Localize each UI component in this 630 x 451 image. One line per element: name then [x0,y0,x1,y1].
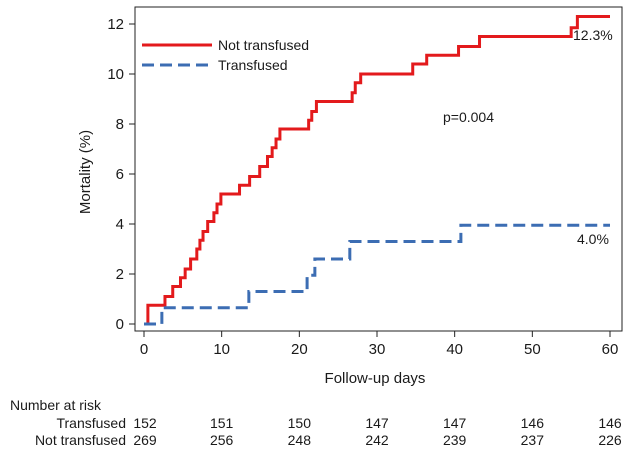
x-tick-label: 0 [140,341,148,358]
risk-value: 150 [288,415,312,431]
y-tick-label: 8 [116,116,124,133]
x-tick-label: 40 [446,341,463,358]
risk-value: 147 [443,415,467,431]
risk-value: 226 [598,432,622,448]
legend: Not transfused Transfused [142,37,309,73]
risk-row-label-not-transfused: Not transfused [35,432,126,448]
risk-values: 152 151 150 147 147 146 146 269 256 248 242 239 237 2… [133,415,622,448]
risk-value: 146 [598,415,622,431]
x-tick-label: 10 [213,341,230,358]
x-tick-label: 60 [602,341,619,358]
risk-value: 242 [365,432,389,448]
axis-ticks: 0 10 20 30 40 50 60 0 2 4 6 8 10 12 [107,16,618,358]
y-axis-label: Mortality (%) [77,130,94,214]
transfused-end-label: 4.0% [577,231,609,247]
risk-value: 239 [443,432,467,448]
y-tick-label: 10 [107,66,124,83]
plot-frame [134,6,623,332]
x-axis-label: Follow-up days [325,370,426,387]
risk-value: 256 [210,432,234,448]
y-tick-label: 0 [116,316,124,333]
risk-value: 151 [210,415,234,431]
risk-value: 248 [288,432,312,448]
x-tick-label: 20 [291,341,308,358]
y-tick-label: 12 [107,16,124,33]
risk-value: 269 [133,432,157,448]
series-transfused-line [144,223,610,326]
risk-value: 146 [521,415,545,431]
x-tick-label: 50 [524,341,541,358]
legend-not-transfused-label: Not transfused [218,37,309,53]
risk-row-label-transfused: Transfused [56,415,126,431]
y-tick-label: 2 [116,266,124,283]
p-value-annotation: p=0.004 [443,109,494,125]
risk-table-title: Number at risk [10,397,102,413]
risk-value: 147 [365,415,389,431]
risk-value: 152 [133,415,157,431]
y-tick-label: 4 [116,216,124,233]
legend-transfused-label: Transfused [218,57,288,73]
series-not-transfused-line [144,15,610,326]
not-transfused-end-label: 12.3% [573,27,613,43]
risk-table: Number at risk Transfused Not transfused… [10,397,622,448]
y-tick-label: 6 [116,166,124,183]
x-tick-label: 30 [369,341,386,358]
risk-value: 237 [521,432,545,448]
